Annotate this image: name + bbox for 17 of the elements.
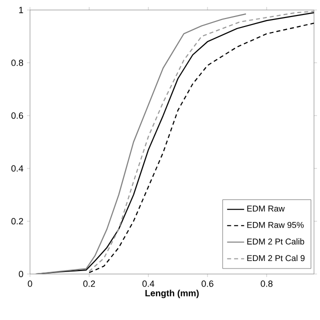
y-tick-label: 1 [19,6,24,14]
legend-label: EDM 2 Pt Calib [247,238,304,245]
x-tick-label: 0.4 [142,280,154,287]
y-tick-label: 0.4 [11,165,24,172]
y-tick-label: 0.2 [11,218,24,224]
legend-label: EDM Raw [247,206,285,212]
y-tick-label: 0 [18,270,24,278]
x-axis-title: Length (mm) [145,290,199,298]
legend-label: EDM Raw 95% [247,222,304,228]
y-tick-label: 0.8 [11,60,24,66]
x-tick-label: 0 [28,280,32,287]
y-tick-label: 0.6 [11,112,24,119]
legend-label: EDM 2 Pt Cal 9 [247,254,305,262]
x-tick-label: 0.8 [260,280,273,287]
x-tick-label: 0.6 [202,280,214,287]
x-tick-label: 0.2 [83,280,95,287]
line-series [35,13,247,274]
